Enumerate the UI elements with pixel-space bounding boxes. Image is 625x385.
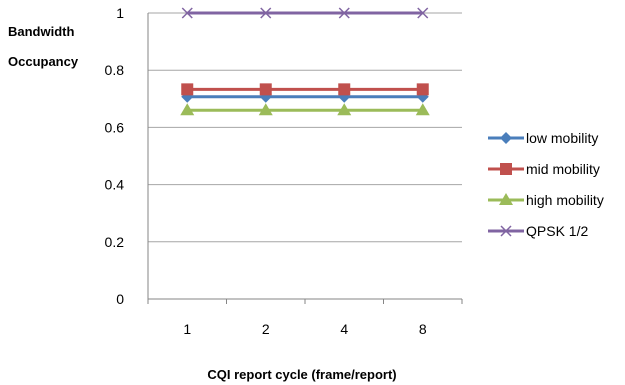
y-axis-title-line1: Bandwidth xyxy=(8,24,74,39)
legend-item-low-mobility: low mobility xyxy=(488,130,598,146)
y-tick-label-1: 0.2 xyxy=(105,234,125,250)
legend-swatch-marker xyxy=(500,225,512,237)
axes: 0 0.2 0.4 0.6 0.8 1 1 2 4 8 xyxy=(105,5,463,337)
x-axis-title: CQI report cycle (frame/report) xyxy=(207,367,396,382)
data-point-qpsk-1-2-1 xyxy=(260,7,272,19)
x-tick-label-2: 4 xyxy=(340,321,348,337)
y-tick-label-2: 0.4 xyxy=(105,177,125,193)
y-axis-title-line2: Occupancy xyxy=(8,54,79,69)
data-point-mid-mobility-0 xyxy=(181,83,194,96)
x-tick-label-1: 2 xyxy=(262,321,270,337)
x-tick-label-0: 1 xyxy=(183,321,191,337)
legend-item-mid-mobility: mid mobility xyxy=(488,161,600,177)
legend-label: high mobility xyxy=(526,192,604,208)
data-point-mid-mobility-2 xyxy=(338,83,351,96)
legend-item-qpsk-1-2: QPSK 1/2 xyxy=(488,223,588,239)
legend-swatch-marker xyxy=(500,132,512,144)
legend-swatch-marker xyxy=(499,193,513,205)
data-point-qpsk-1-2-0 xyxy=(181,7,193,19)
data-point-mid-mobility-1 xyxy=(259,83,272,96)
legend-item-high-mobility: high mobility xyxy=(488,192,604,208)
y-tick-label-5: 1 xyxy=(116,5,124,21)
series xyxy=(180,7,430,116)
legend: low mobility mid mobility high mobility QPS… xyxy=(488,130,604,239)
x-tick-label-3: 8 xyxy=(419,321,427,337)
y-tick-label-0: 0 xyxy=(116,291,124,307)
data-point-high-mobility-3 xyxy=(415,103,430,116)
legend-label: QPSK 1/2 xyxy=(526,223,588,239)
data-point-high-mobility-2 xyxy=(337,103,352,116)
data-point-qpsk-1-2-2 xyxy=(338,7,350,19)
data-point-high-mobility-1 xyxy=(258,103,273,116)
data-point-high-mobility-0 xyxy=(180,103,195,116)
grid xyxy=(148,12,462,243)
legend-label: mid mobility xyxy=(526,161,600,177)
data-point-mid-mobility-3 xyxy=(416,83,429,96)
legend-label: low mobility xyxy=(526,130,598,146)
legend-swatch-marker xyxy=(500,163,512,175)
y-tick-label-3: 0.6 xyxy=(105,119,125,135)
y-tick-label-4: 0.8 xyxy=(105,62,125,78)
data-point-qpsk-1-2-3 xyxy=(417,7,429,19)
